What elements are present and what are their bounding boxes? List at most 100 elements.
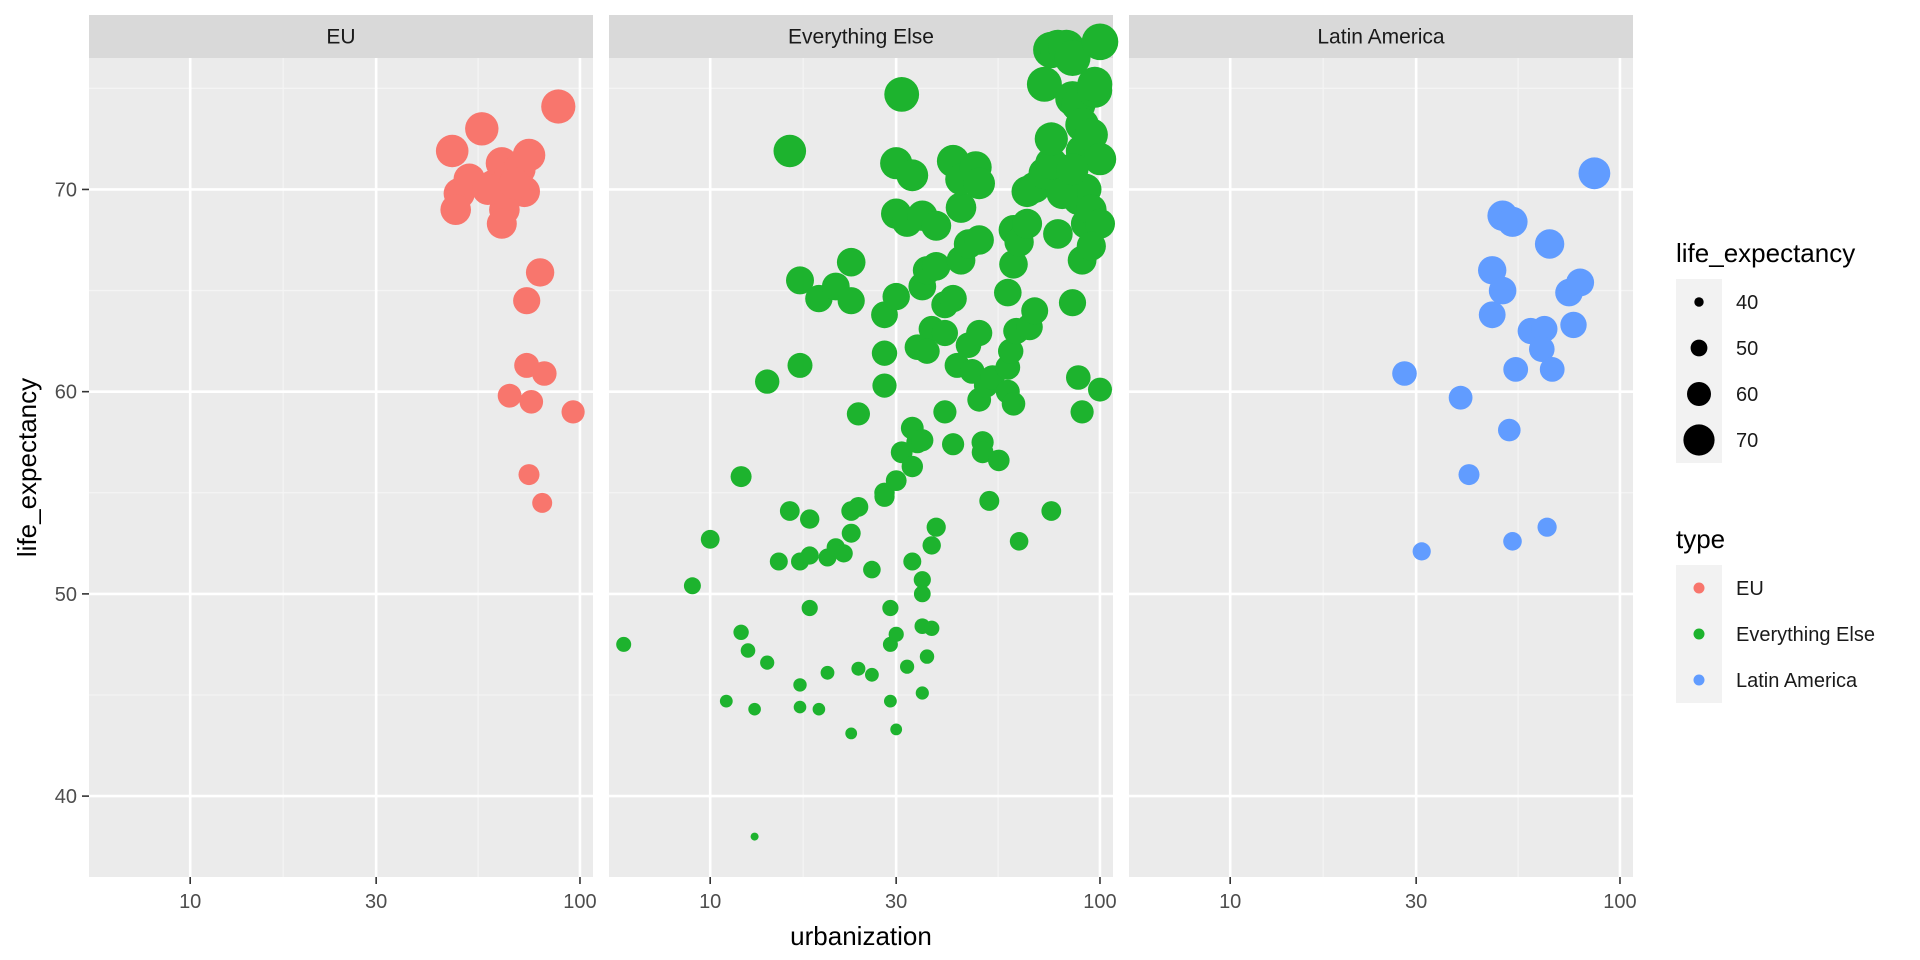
data-point xyxy=(921,210,952,241)
data-point xyxy=(1083,142,1117,176)
panel-eu: EU xyxy=(89,15,593,877)
data-point xyxy=(885,470,907,491)
data-point xyxy=(913,571,931,589)
data-point xyxy=(871,340,898,366)
data-point xyxy=(793,700,807,714)
data-point xyxy=(884,77,920,112)
panels-layer: EU Everything Else Latin America xyxy=(89,15,1633,877)
data-point xyxy=(513,287,541,315)
data-point xyxy=(1392,361,1417,386)
data-point xyxy=(1488,276,1517,305)
data-point xyxy=(1531,315,1558,343)
data-point xyxy=(755,369,780,394)
data-point xyxy=(851,661,866,676)
data-point xyxy=(498,167,531,200)
data-point xyxy=(1056,153,1089,186)
y-tick-label: 50 xyxy=(55,584,77,606)
data-point xyxy=(820,665,835,680)
data-point xyxy=(1070,400,1094,424)
data-point xyxy=(1458,464,1480,486)
data-point xyxy=(512,138,546,172)
data-point xyxy=(931,319,959,347)
data-point xyxy=(1021,297,1049,325)
color-legend-label: Latin America xyxy=(1736,670,1858,692)
data-point xyxy=(837,287,865,315)
data-point xyxy=(903,552,922,571)
color-legend-symbol xyxy=(1693,628,1705,640)
data-point xyxy=(440,194,472,225)
data-point xyxy=(541,89,576,124)
legend-layer: life_expectancy 40 50 60 70 type EU Everything … xyxy=(1676,238,1875,703)
data-point xyxy=(994,278,1022,307)
data-point xyxy=(1497,206,1528,237)
y-axis-title-group: life_expectancy xyxy=(12,378,42,557)
data-point xyxy=(700,529,720,549)
data-point xyxy=(924,620,940,636)
data-point xyxy=(963,167,995,200)
data-point xyxy=(971,441,994,464)
data-point xyxy=(1578,157,1611,190)
data-point xyxy=(921,251,951,281)
color-legend-label: Everything Else xyxy=(1736,624,1875,646)
color-legend-label: EU xyxy=(1736,578,1764,600)
facet-strip xyxy=(609,15,1113,58)
data-point xyxy=(1012,208,1043,239)
size-legend-symbol xyxy=(1687,382,1711,406)
data-point xyxy=(1537,517,1557,537)
size-legend-symbol xyxy=(1694,297,1704,307)
data-point xyxy=(800,546,819,565)
size-legend-label: 70 xyxy=(1736,430,1758,452)
data-point xyxy=(733,624,749,640)
facet-strip xyxy=(89,15,593,58)
data-point xyxy=(683,577,701,595)
data-point xyxy=(945,192,977,223)
data-point xyxy=(1054,40,1091,76)
data-point xyxy=(1503,532,1522,551)
data-point xyxy=(730,466,752,488)
data-point xyxy=(1529,336,1555,363)
data-point xyxy=(750,832,759,841)
facet-strip-label: EU xyxy=(326,26,355,49)
data-point xyxy=(1498,418,1521,442)
data-point xyxy=(845,727,858,740)
data-point xyxy=(979,490,1000,511)
data-point xyxy=(964,225,994,255)
data-point xyxy=(748,702,761,716)
data-point xyxy=(915,686,929,700)
data-point xyxy=(787,352,813,378)
axes-layer: 10 30 100 10 30 100 10 30 100 40 50 60 70 urbanizatio… xyxy=(12,179,1637,951)
points-eu xyxy=(435,89,585,513)
data-point xyxy=(1478,301,1506,329)
data-point xyxy=(901,455,923,478)
size-legend-label: 50 xyxy=(1736,338,1758,360)
data-point xyxy=(1076,231,1106,261)
data-point xyxy=(519,390,544,414)
data-point xyxy=(1566,268,1595,297)
data-point xyxy=(1043,219,1073,249)
data-point xyxy=(834,544,853,563)
data-point xyxy=(1077,66,1113,102)
data-point xyxy=(1041,501,1062,521)
data-point xyxy=(922,536,941,555)
data-point xyxy=(719,694,733,708)
size-legend-label: 40 xyxy=(1736,292,1758,314)
x-tick-label: 30 xyxy=(885,891,907,913)
data-point xyxy=(1448,385,1473,410)
data-point xyxy=(1058,289,1087,317)
data-point xyxy=(786,266,814,295)
data-point xyxy=(760,655,775,670)
points-everything-else xyxy=(616,23,1119,841)
data-point xyxy=(497,383,522,408)
panel-background xyxy=(1129,58,1633,877)
y-tick-label: 60 xyxy=(55,382,77,404)
data-point xyxy=(472,173,504,205)
facet-strip-label: Latin America xyxy=(1317,26,1445,49)
x-tick-label: 100 xyxy=(563,891,596,913)
x-tick-label: 30 xyxy=(365,891,387,913)
x-axis-title: urbanization xyxy=(790,921,932,951)
data-point xyxy=(1539,357,1565,382)
y-axis-title: life_expectancy xyxy=(12,378,42,557)
data-point xyxy=(1066,365,1091,390)
data-point xyxy=(800,509,820,529)
